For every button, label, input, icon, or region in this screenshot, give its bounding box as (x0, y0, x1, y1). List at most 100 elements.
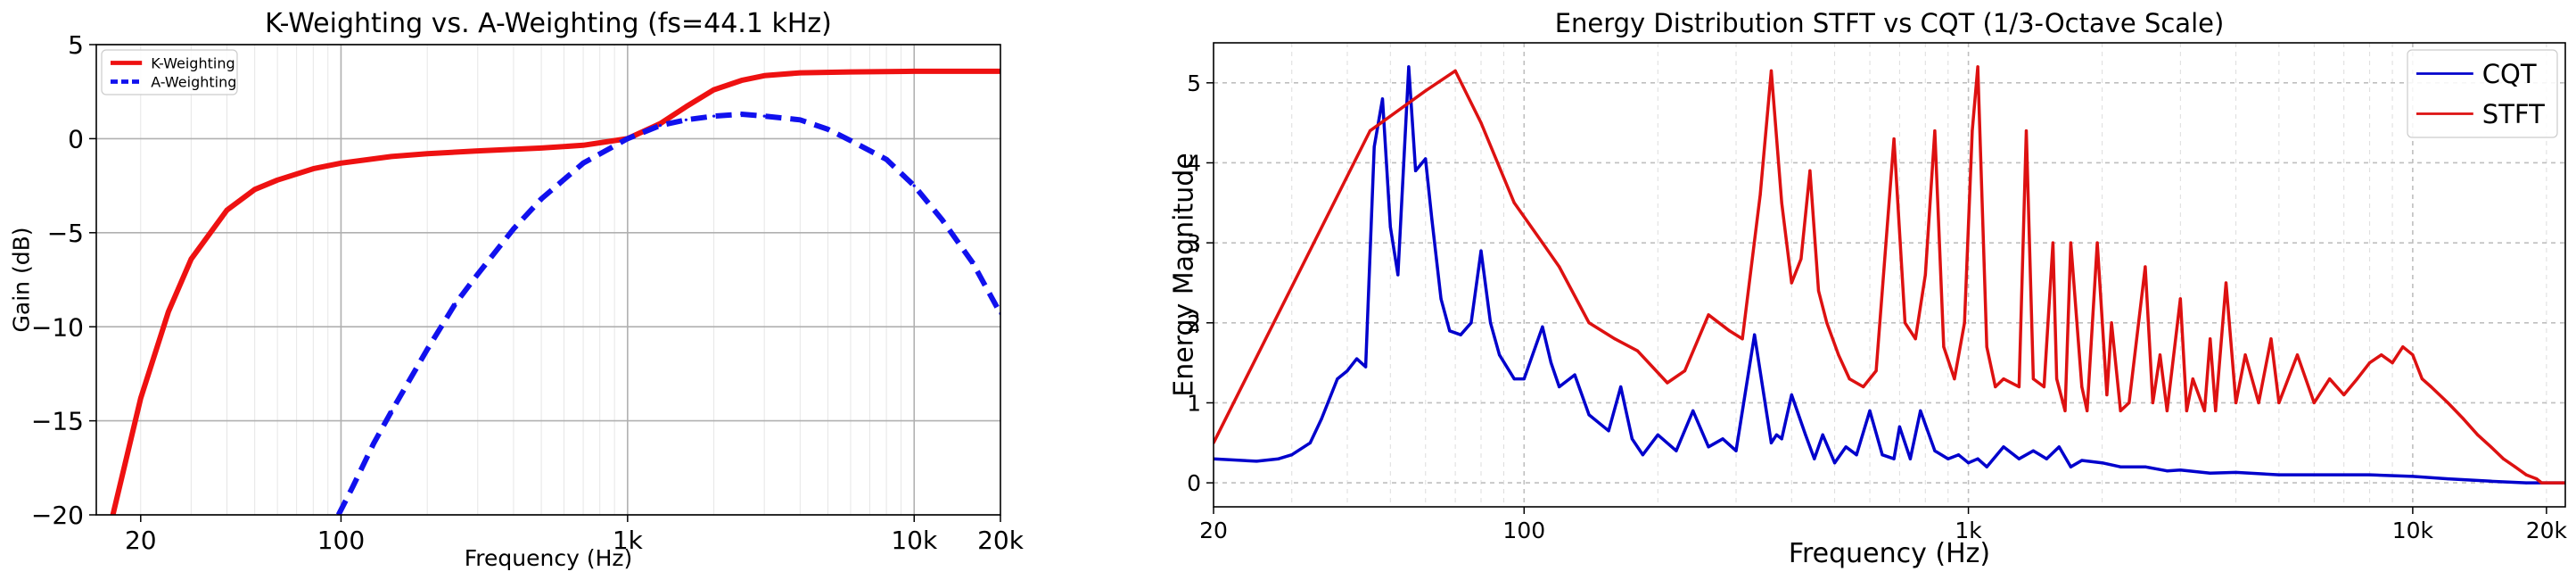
data-point (1320, 417, 1323, 420)
data-point (2202, 409, 2206, 412)
data-point (351, 485, 355, 489)
data-point (1630, 437, 1634, 441)
data-point (2144, 465, 2147, 468)
data-point (2105, 393, 2109, 397)
data-point (1691, 409, 1695, 412)
data-point (2234, 401, 2238, 404)
data-point (2110, 321, 2113, 325)
data-point (1469, 321, 1473, 325)
data-point (1721, 437, 1724, 441)
legend: K-Weighting A-Weighting (101, 49, 238, 95)
data-point (2178, 468, 2182, 472)
data-point (2545, 481, 2548, 485)
data-point (1424, 89, 1428, 93)
data-point (2476, 433, 2480, 436)
data-point (912, 184, 916, 187)
series-stft-line (1214, 65, 2565, 485)
data-point (189, 257, 193, 261)
data-point (940, 218, 943, 221)
y-tick-label: −10 (31, 312, 84, 342)
data-point (1816, 289, 1821, 293)
data-point (1913, 337, 1917, 341)
data-point (2514, 465, 2517, 468)
data-point (1908, 457, 1912, 460)
data-point (2524, 473, 2528, 476)
data-point (2002, 445, 2005, 449)
data-point (2191, 377, 2194, 381)
data-point (2224, 281, 2228, 285)
x-tick-label: 1k (1955, 518, 1982, 543)
data-point (849, 138, 852, 143)
data-point (971, 261, 975, 265)
y-tick-label: 0 (68, 124, 84, 153)
data-point (1774, 433, 1778, 436)
data-point (798, 118, 802, 121)
data-point (2165, 469, 2169, 473)
data-point (2024, 129, 2029, 133)
x-tick-label: 20 (1199, 518, 1228, 543)
data-point (1933, 129, 1937, 133)
data-point (1573, 373, 1576, 377)
data-point (626, 137, 630, 140)
data-point (2356, 377, 2359, 381)
data-point (2462, 417, 2465, 420)
data-point (1512, 377, 1516, 381)
data-point (1336, 377, 1339, 381)
y-tick-label: −20 (31, 501, 84, 530)
data-point (453, 302, 457, 306)
data-point (1479, 121, 1483, 125)
data-point (2524, 481, 2528, 485)
series-k-weighting-line (110, 68, 1000, 515)
data-point (2312, 401, 2316, 404)
data-point (539, 197, 543, 201)
data-point (2209, 337, 2212, 341)
data-point (2295, 353, 2300, 357)
data-point (1881, 453, 1884, 457)
legend-label: STFT (2482, 99, 2545, 129)
data-point (1396, 273, 1400, 277)
data-point (2165, 409, 2169, 412)
x-tick-label: 1k (613, 526, 644, 555)
data-point (339, 162, 342, 165)
data-point (2277, 473, 2281, 476)
data-point (1355, 357, 1359, 360)
data-point (1848, 377, 1851, 381)
data-point (2554, 481, 2557, 485)
x-tick-label: 20k (2526, 518, 2568, 543)
data-point (1862, 385, 1865, 389)
data-point (1683, 369, 1687, 373)
data-point (658, 124, 663, 128)
data-point (1780, 201, 1783, 204)
data-point (885, 158, 888, 162)
data-point (2380, 353, 2383, 357)
data-point (2328, 377, 2332, 381)
data-point (2243, 353, 2247, 357)
data-point (1985, 465, 1988, 468)
x-tick-label: 100 (1502, 518, 1545, 543)
data-point (2411, 475, 2415, 478)
data-point (1923, 273, 1927, 277)
data-point (1837, 353, 1840, 357)
data-point (1656, 433, 1659, 436)
data-point (1728, 329, 1732, 333)
data-point (712, 114, 716, 118)
x-tick-label: 10k (2392, 518, 2434, 543)
data-point (2490, 479, 2493, 483)
data-point (1558, 265, 1561, 269)
data-point (2144, 265, 2147, 269)
data-point (476, 149, 480, 153)
data-point (581, 162, 585, 165)
legend-label: A-Weighting (151, 73, 236, 90)
data-point (1407, 65, 1411, 69)
data-point (1897, 425, 1901, 428)
data-point (2017, 385, 2020, 389)
data-point (762, 74, 766, 78)
data-point (1933, 449, 1937, 452)
data-point (253, 187, 257, 191)
data-point (2055, 377, 2059, 381)
series-a-weighting-line (335, 112, 1000, 515)
x-tick-label: 20k (977, 526, 1025, 555)
data-point (1821, 433, 1824, 436)
data-point (1963, 321, 1966, 325)
data-point (1368, 129, 1372, 133)
